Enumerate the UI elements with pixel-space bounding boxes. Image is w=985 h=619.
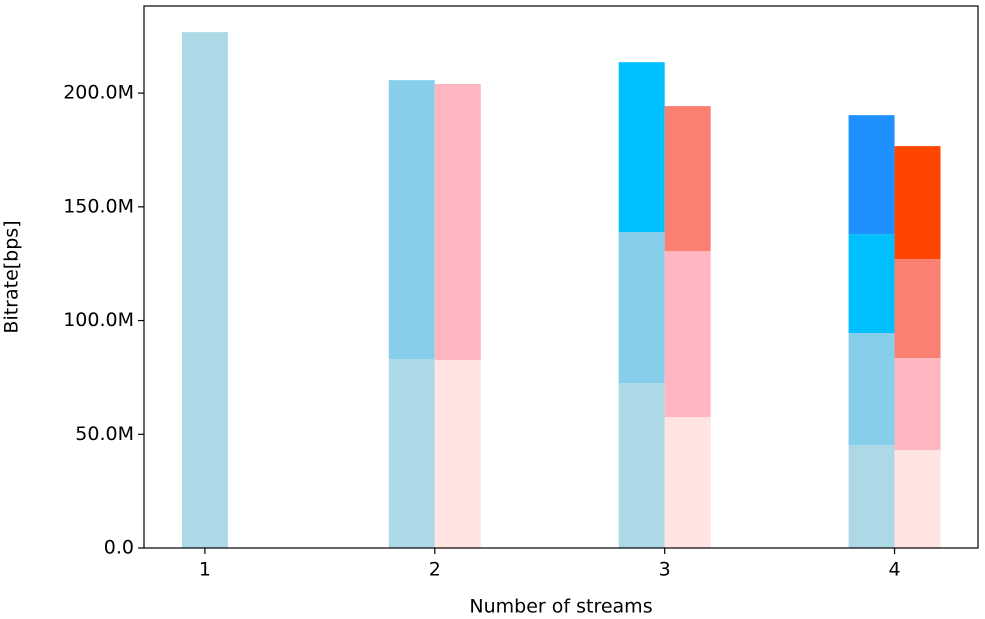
x-tick-label: 3 xyxy=(659,559,671,581)
bars xyxy=(181,32,941,548)
y-tick-label: 150.0M xyxy=(63,195,134,217)
y-tick-label: 200.0M xyxy=(63,82,134,104)
bar-segment xyxy=(848,115,895,235)
bar-segment xyxy=(664,416,711,548)
bar-segment xyxy=(848,333,895,445)
bar-segment xyxy=(894,146,941,260)
plot-frame xyxy=(143,5,979,549)
bar-segment xyxy=(618,383,665,548)
bar-segment xyxy=(388,80,435,359)
bar-segment xyxy=(894,358,941,450)
bar-segment xyxy=(388,358,435,548)
bar-segment xyxy=(894,449,941,548)
y-axis-label: Bitrate[bps] xyxy=(1,220,23,333)
bar-segment xyxy=(848,444,895,548)
y-tick-label: 100.0M xyxy=(63,309,134,331)
bar-segment xyxy=(618,232,665,384)
bar-segment xyxy=(434,360,481,548)
y-tick-label: 50.0M xyxy=(75,423,134,445)
x-tick-label: 4 xyxy=(889,559,901,581)
bar-segment xyxy=(894,259,941,359)
x-axis-label: Number of streams xyxy=(469,596,652,618)
y-tick-label: 0.0 xyxy=(104,537,134,559)
x-tick-label: 1 xyxy=(199,559,211,581)
bar-segment xyxy=(664,106,711,252)
bar-segment xyxy=(618,62,665,233)
bar-segment xyxy=(664,251,711,417)
bar-segment xyxy=(848,234,895,334)
bar-segment xyxy=(434,84,481,361)
x-tick-label: 2 xyxy=(429,559,441,581)
bar-segment xyxy=(181,32,228,548)
